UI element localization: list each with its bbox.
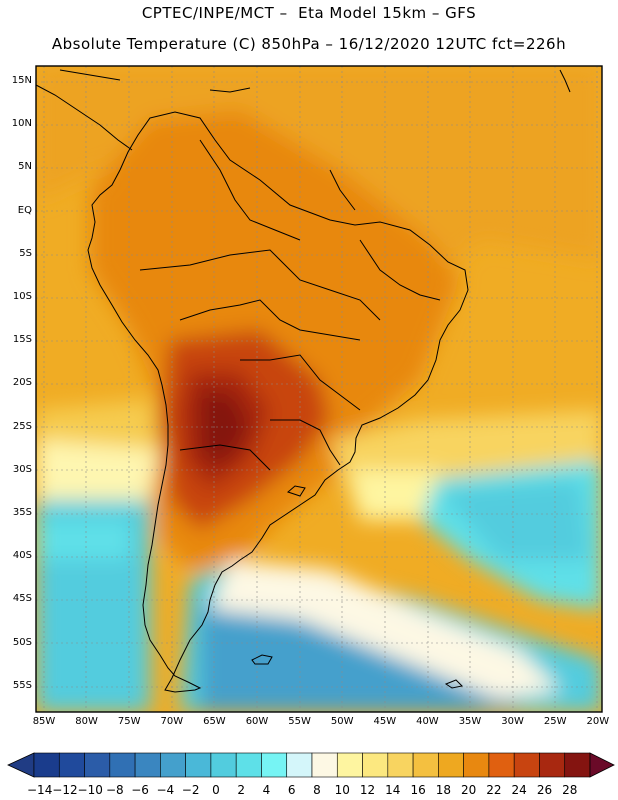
- colorbar-label: 22: [486, 783, 502, 797]
- colorbar-label: 8: [313, 783, 321, 797]
- lon-label: 40W: [416, 716, 439, 727]
- lon-label: 85W: [32, 716, 56, 727]
- colorbar-label: 12: [359, 783, 376, 797]
- colorbar-label: 2: [237, 783, 245, 797]
- colorbar-swatch: [58, 752, 85, 778]
- lon-label: 25W: [543, 716, 567, 727]
- colorbar-label: 20: [460, 783, 477, 797]
- colorbar-swatch: [134, 752, 161, 778]
- lat-label: 50S: [12, 636, 32, 648]
- colorbar-swatch: [539, 752, 566, 778]
- lon-label: 45W: [373, 716, 397, 727]
- colorbar-label: −8: [105, 783, 124, 797]
- colorbar-left-arrow: [7, 752, 35, 778]
- colorbar-swatch: [438, 752, 464, 778]
- chart-title-line1: CPTEC/INPE/MCT – Eta Model 15km – GFS: [141, 4, 477, 22]
- colorbar-label: 6: [287, 783, 296, 797]
- lat-label: 5S: [19, 247, 32, 259]
- lon-label: 80W: [75, 716, 98, 727]
- lon-label: 50W: [330, 716, 354, 727]
- colorbar-swatch: [286, 752, 313, 778]
- lat-label: 20S: [12, 377, 32, 389]
- colorbar-label: 4: [262, 783, 271, 797]
- colorbar-swatch: [311, 752, 338, 778]
- colorbar-swatch: [564, 752, 591, 778]
- lon-label: 75W: [117, 716, 141, 727]
- colorbar: [7, 752, 615, 778]
- graticule: [36, 66, 602, 712]
- lat-label: 15N: [11, 75, 32, 86]
- colorbar-label: 0: [212, 783, 220, 797]
- colorbar-swatch: [109, 752, 136, 778]
- colorbar-swatch: [362, 752, 389, 778]
- lat-label: 45S: [12, 593, 32, 605]
- colorbar-label: 16: [410, 783, 426, 797]
- colorbar-label: 28: [562, 783, 578, 797]
- lat-label: 15S: [12, 334, 32, 346]
- lat-label: 10S: [12, 291, 32, 302]
- colorbar-label: −6: [131, 783, 149, 797]
- colorbar-swatch: [336, 752, 363, 778]
- lon-label: 35W: [458, 716, 482, 727]
- lat-label: 25S: [12, 420, 32, 432]
- map-frame: [35, 65, 603, 713]
- colorbar-label: −14: [27, 783, 53, 797]
- colorbar-swatch: [261, 752, 288, 778]
- lat-label: 5N: [18, 161, 32, 173]
- colorbar-label: −4: [156, 783, 175, 797]
- colorbar-swatch: [33, 752, 60, 778]
- lat-label: 30S: [12, 463, 32, 475]
- lon-label: 65W: [203, 716, 226, 727]
- colorbar-label: −12: [52, 783, 78, 797]
- colorbar-swatch: [235, 752, 262, 778]
- chart-title-line2: Absolute Temperature (C) 850hPa – 16/12/…: [51, 35, 567, 53]
- lat-label: 35S: [12, 507, 32, 518]
- lat-label: 55S: [12, 679, 32, 691]
- lon-label: 60W: [245, 716, 269, 727]
- colorbar-swatch: [210, 752, 237, 778]
- colorbar-label: 18: [435, 783, 451, 797]
- colorbar-label: 14: [385, 783, 401, 797]
- lon-label: 55W: [288, 716, 311, 727]
- lon-label: 20W: [586, 716, 610, 727]
- lon-label: 70W: [160, 716, 184, 727]
- colorbar-label: 26: [536, 783, 553, 797]
- colorbar-swatch: [488, 752, 515, 778]
- lat-label: 40S: [12, 550, 32, 562]
- temperature-field: [36, 66, 602, 712]
- colorbar-swatch: [463, 752, 490, 778]
- colorbar-label: −2: [181, 783, 200, 797]
- colorbar-swatch: [387, 752, 414, 778]
- colorbar-swatch: [412, 752, 439, 778]
- colorbar-swatch: [84, 752, 111, 778]
- lat-label: EQ: [17, 204, 32, 216]
- colorbar-swatch: [160, 752, 186, 778]
- colorbar-right-arrow: [589, 752, 615, 778]
- colorbar-label: 24: [511, 783, 527, 797]
- colorbar-swatch: [185, 752, 212, 778]
- colorbar-label: 10: [334, 783, 350, 797]
- colorbar-swatch: [513, 752, 540, 778]
- coastlines: [36, 69, 571, 693]
- lat-label: 10N: [11, 118, 32, 130]
- colorbar-label: −10: [77, 783, 103, 797]
- lon-label: 30W: [501, 716, 524, 727]
